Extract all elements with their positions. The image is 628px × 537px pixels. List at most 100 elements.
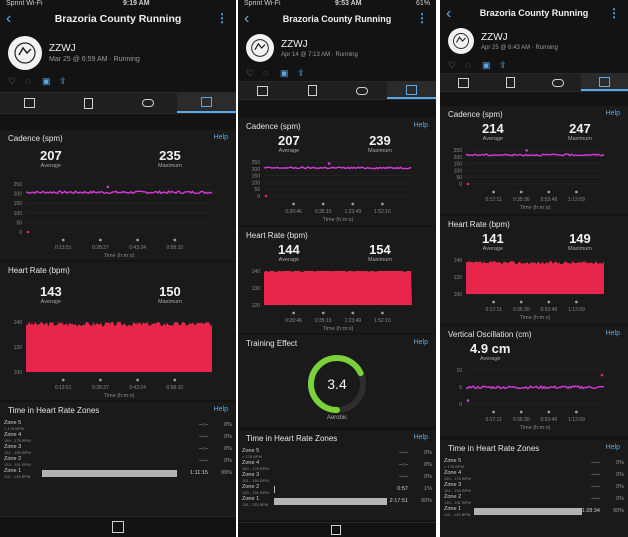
activity-header: ZZWJ Apr 14 @ 7:13 AM · Running	[238, 30, 436, 66]
x-tick-label: 1:12:09	[568, 417, 585, 423]
tab-charts[interactable]	[581, 74, 628, 91]
x-tick-label: 1:52:16	[374, 318, 391, 324]
zone-row: Zone 1 115 - 133 BPM 1:11:15 99%	[4, 468, 232, 480]
hr-maximum: 154	[369, 242, 391, 257]
back-icon[interactable]: ‹	[6, 10, 12, 27]
heart-rate-chart[interactable]: 140 120 100 0:17:11 0:35:30 0:53:49 1:12:09 Tim…	[440, 256, 628, 322]
cadence-line	[465, 153, 605, 157]
section-title: Cadence (spm)	[448, 110, 503, 119]
zone-name: Zone 2	[242, 484, 260, 490]
y-tick-label: 150	[14, 201, 23, 207]
zone-name: Zone 4	[4, 432, 22, 438]
user-name[interactable]: ZZWJ	[49, 43, 76, 54]
tab-summary[interactable]	[238, 82, 288, 99]
help-link[interactable]: Help	[213, 406, 228, 413]
help-link[interactable]: Help	[413, 434, 428, 441]
x-tick-dot	[136, 238, 140, 242]
zone-time: 2:17:51	[389, 498, 408, 504]
cadence-line	[25, 190, 213, 195]
tab-laps[interactable]	[337, 82, 387, 99]
tab-details[interactable]	[487, 74, 534, 91]
bottom-toolbar	[238, 522, 436, 537]
comment-icon[interactable]: ◌	[263, 68, 269, 78]
more-icon[interactable]: ⋮	[608, 6, 620, 20]
help-link[interactable]: Help	[413, 122, 428, 129]
cadence-chart[interactable]: 250 200 150 100 50 0 0:13:51 0:28:37 0:43:24 0:58…	[0, 180, 236, 260]
zone-row: Zone 1 115 - 133 BPM 2:17:51 99%	[242, 496, 432, 508]
zone-percent: 0%	[224, 434, 232, 440]
tab-charts[interactable]	[177, 93, 236, 113]
section-title: Heart Rate (bpm)	[448, 220, 510, 229]
comment-icon[interactable]: ◌	[25, 76, 31, 86]
heart-rate-chart[interactable]: 140 130 120 0:20:46 0:35:10 1:23:49 1:52:16 Tim…	[238, 267, 436, 333]
tab-summary[interactable]	[0, 93, 59, 113]
cadence-maximum: 235	[159, 148, 181, 163]
maximum-label: Maximum	[158, 299, 182, 305]
share-icon[interactable]: ⇪	[297, 68, 305, 78]
help-link[interactable]: Help	[605, 330, 620, 337]
zone-percent: 0%	[424, 450, 432, 456]
cadence-maximum: 247	[569, 121, 591, 136]
zone-row: Zone 3 151 - 159 BPM --:-- 0%	[444, 482, 624, 494]
document-icon	[506, 77, 515, 88]
zone-range: 115 - 133 BPM	[242, 502, 269, 507]
screen-2: Sprint Wi-Fi 9:53 AM 61% ‹ Brazoria Coun…	[238, 0, 436, 537]
tab-summary[interactable]	[440, 74, 487, 91]
heart-rate-chart[interactable]: 140 120 100 0:13:51 0:28:37 0:43:24 0:58:10 Tim…	[0, 318, 236, 400]
x-tick-label: 0:13:51	[55, 385, 72, 391]
user-name[interactable]: ZZWJ	[481, 31, 508, 43]
vertical-oscillation-section: Vertical Oscillation (cm) Help 4.9 cm Aver…	[440, 326, 628, 436]
zone-range: 115 - 133 BPM	[4, 474, 31, 479]
copy-icon[interactable]	[112, 521, 124, 533]
zone-time: --:--	[399, 474, 408, 480]
like-icon[interactable]: ♡	[8, 76, 17, 86]
training-effect-gauge[interactable]: 3.4	[302, 351, 372, 421]
maximum-label: Maximum	[368, 257, 392, 263]
like-icon[interactable]: ♡	[448, 60, 457, 70]
zone-percent: 0%	[224, 422, 232, 428]
more-icon[interactable]: ⋮	[216, 11, 228, 25]
tab-laps[interactable]	[534, 74, 581, 91]
help-link[interactable]: Help	[413, 339, 428, 346]
camera-icon[interactable]: ▣	[482, 60, 491, 70]
vertical-oscillation-chart[interactable]: 10 5 0 0:17:11 0:35:30 0:53:49 1:12:09 Time (h:…	[440, 366, 628, 432]
back-icon[interactable]: ‹	[244, 10, 250, 27]
x-tick-dot	[381, 202, 384, 206]
share-icon[interactable]: ⇪	[499, 60, 507, 70]
tab-details[interactable]	[288, 82, 338, 99]
x-tick-dot	[321, 202, 325, 206]
camera-icon[interactable]: ▣	[42, 76, 51, 86]
maximum-label: Maximum	[368, 148, 392, 154]
x-tick-label: 0:58:10	[166, 245, 183, 251]
tab-laps[interactable]	[118, 93, 177, 113]
user-name[interactable]: ZZWJ	[281, 38, 308, 50]
zone-time: 1:11:15	[190, 470, 208, 476]
share-icon[interactable]: ⇪	[59, 76, 67, 86]
back-icon[interactable]: ‹	[446, 5, 452, 22]
zone-name: Zone 5	[4, 420, 22, 426]
comment-icon[interactable]: ◌	[465, 60, 471, 70]
summary-icon	[458, 77, 469, 88]
help-link[interactable]: Help	[605, 110, 620, 117]
laps-icon	[141, 99, 154, 107]
copy-icon[interactable]	[331, 525, 341, 535]
x-tick-label: 0:17:11	[485, 197, 502, 203]
help-link[interactable]: Help	[605, 444, 620, 451]
more-icon[interactable]: ⋮	[416, 11, 428, 25]
like-icon[interactable]: ♡	[246, 68, 255, 78]
action-row: ♡ ◌ ▣ ⇪	[238, 66, 436, 81]
tab-details[interactable]	[59, 93, 118, 113]
activity-header: ZZWJ Mar 25 @ 6:59 AM · Running	[0, 30, 236, 74]
y-tick-label: 120	[252, 303, 261, 309]
avatar[interactable]	[8, 36, 42, 70]
avatar[interactable]	[246, 34, 274, 62]
avatar[interactable]	[448, 28, 474, 54]
zone-range: > 178 BPM	[4, 426, 24, 431]
average-label: Average	[482, 246, 504, 252]
camera-icon[interactable]: ▣	[280, 68, 289, 78]
help-link[interactable]: Help	[213, 134, 228, 141]
tab-charts[interactable]	[386, 82, 436, 99]
x-tick-label: 0:53:49	[540, 307, 557, 313]
